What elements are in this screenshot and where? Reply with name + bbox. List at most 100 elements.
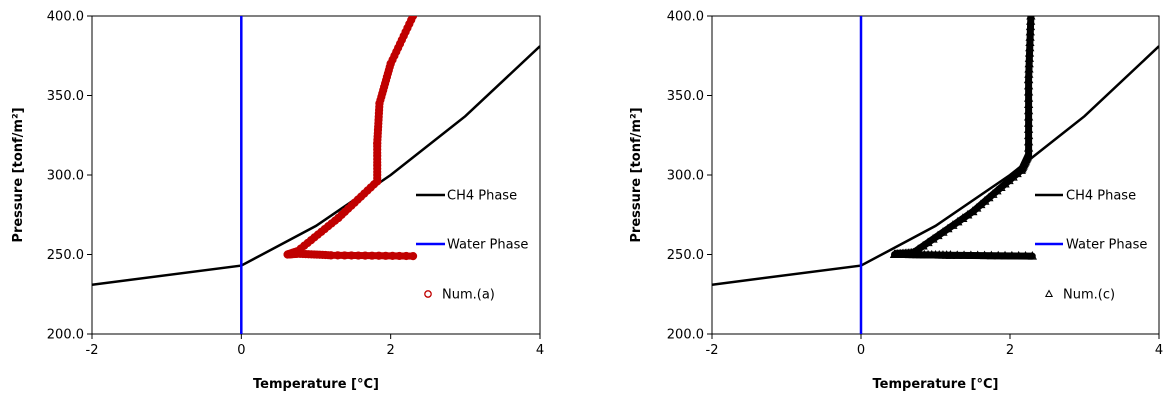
series-num-c-marker: [1026, 16, 1036, 25]
y-tick-label: 300.0: [47, 169, 84, 184]
series-num-a-marker: [315, 250, 324, 259]
x-tick-label: 0: [857, 343, 865, 358]
series-num-a-marker: [394, 43, 403, 52]
series-num-c-marker: [1024, 63, 1034, 73]
series-num-c-marker: [959, 250, 969, 259]
chart-panel-right: 200.0 250.0 300.0 350.0 400.0 -2 0 2 4 Temperatur…: [629, 10, 1163, 393]
x-tick-label: 0: [237, 343, 245, 358]
chart-panel-left: 200.0 250.0 300.0 350.0 400.0 -2 0 2 4 Temperatur…: [11, 10, 544, 393]
series-num-c-marker: [1023, 105, 1034, 115]
x-tick-label: 2: [1006, 343, 1014, 358]
legend-marker-num-a: [424, 290, 432, 298]
y-axis-title: Pressure [tonf/m²]: [629, 107, 644, 242]
series-num-c-marker: [1023, 80, 1034, 90]
series-num-c-marker: [1023, 74, 1034, 84]
series-num-c-marker: [973, 250, 983, 260]
series-num-c-marker: [1023, 143, 1034, 152]
y-tick-label: 200.0: [47, 328, 84, 343]
series-num-c-marker: [1023, 111, 1034, 121]
series-num-a-marker: [399, 31, 408, 40]
x-tick-label: -2: [706, 343, 719, 358]
series-num-a-marker: [373, 174, 382, 183]
x-tick-label: 2: [387, 343, 395, 358]
series-num-a-marker: [386, 59, 395, 68]
series-num-a-marker: [373, 167, 382, 176]
plot-area-frame: [711, 15, 1160, 335]
y-axis-title: Pressure [tonf/m²]: [11, 107, 26, 242]
y-tick-label: 400.0: [667, 10, 704, 25]
series-num-a-marker: [408, 16, 418, 21]
series-num-a-marker: [310, 250, 319, 259]
series-num-a-marker: [304, 250, 313, 259]
series-num-c-marker: [1023, 136, 1034, 146]
series-num-c-marker: [952, 250, 962, 259]
legend-label-ch4-phase: CH4 Phase: [447, 189, 517, 204]
series-num-c-marker: [1007, 250, 1017, 260]
series-num-c-marker: [966, 250, 976, 259]
series-num-a-marker: [318, 250, 327, 259]
series-num-a-marker: [307, 250, 316, 259]
series-num-a-marker: [373, 145, 382, 154]
series-num-c-marker: [993, 250, 1003, 260]
series-num-a-marker: [373, 151, 382, 161]
series-num-c-marker: [1025, 37, 1035, 46]
series-num-a-marker: [390, 51, 399, 60]
series-num-a-marker: [385, 62, 394, 72]
series-ch4-phase-line: [712, 45, 1159, 286]
y-tick-label: 250.0: [667, 248, 704, 263]
y-tick-label: 350.0: [47, 89, 84, 104]
x-axis-title: Temperature [°C]: [873, 377, 999, 392]
series-num-c-marker: [979, 250, 990, 260]
series-num-c-marker: [1014, 250, 1024, 260]
series-num-c-marker: [1026, 16, 1036, 20]
series-num-c-marker: [1025, 32, 1035, 41]
series-num-c-marker: [1000, 250, 1010, 260]
x-axis-title: Temperature [°C]: [253, 377, 379, 392]
series-num-a-marker: [392, 47, 401, 56]
series-num-c-marker: [1024, 53, 1035, 62]
series-num-a-marker: [373, 170, 382, 180]
series-num-c-marker: [1023, 149, 1034, 158]
series-num-a-marker: [373, 155, 382, 164]
x-tick-label: 4: [1155, 343, 1163, 358]
series-num-c-marker: [1023, 87, 1034, 96]
legend-label-water-phase: Water Phase: [447, 238, 528, 253]
series-num-a-marker: [407, 16, 416, 25]
y-tick-label: 350.0: [667, 89, 704, 104]
series-num-c-marker: [1024, 69, 1034, 78]
series-group: [92, 16, 540, 334]
series-num-c-marker: [1023, 124, 1034, 133]
series-num-c-marker: [1027, 251, 1037, 260]
series-group: [712, 16, 1159, 334]
series-num-a-marker: [405, 19, 414, 29]
y-tick-label: 250.0: [47, 248, 84, 263]
series-num-c-marker: [1025, 26, 1035, 36]
series-num-a-marker: [326, 251, 336, 260]
series-num-a-marker: [321, 250, 330, 260]
y-tick-label: 400.0: [47, 10, 84, 25]
series-num-a-marker: [403, 23, 412, 33]
series-num-a-marker: [388, 55, 397, 64]
legend-label-num-a: Num.(a): [442, 288, 495, 303]
series-num-a-marker: [373, 164, 382, 173]
series-num-c-marker: [1023, 93, 1034, 102]
series-num-c-marker: [1025, 42, 1035, 52]
series-num-c-marker: [1023, 99, 1034, 109]
series-num-c-trajectory: [891, 16, 1036, 260]
y-tick-label: 300.0: [667, 169, 704, 184]
series-num-c-marker: [1024, 48, 1035, 57]
series-num-a-marker: [395, 39, 405, 48]
legend-marker-num-c: [1044, 289, 1054, 297]
series-num-c-marker: [1023, 118, 1034, 127]
series-num-c-marker: [1020, 250, 1031, 260]
legend-label-num-c: Num.(c): [1063, 288, 1115, 303]
legend-label-ch4-phase: CH4 Phase: [1066, 189, 1136, 204]
series-num-c-marker: [986, 250, 997, 260]
x-tick-label: 4: [536, 343, 544, 358]
series-num-a-marker: [301, 250, 310, 259]
series-num-c-marker: [1024, 58, 1034, 68]
x-tick-label: -2: [86, 343, 99, 358]
series-num-a-marker: [324, 251, 333, 260]
series-num-a-marker: [401, 27, 410, 36]
